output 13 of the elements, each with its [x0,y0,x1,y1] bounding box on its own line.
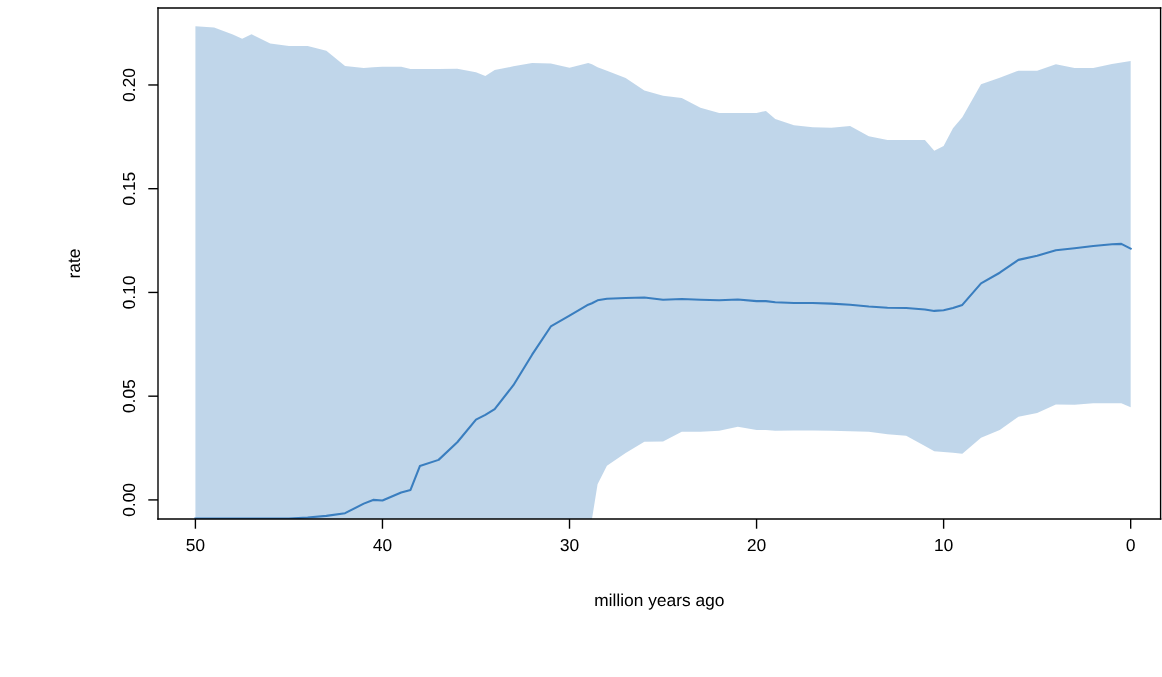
y-axis-title: rate [68,249,81,278]
x-tick-label: 10 [935,538,953,552]
x-tick-label: 50 [186,538,205,552]
x-tick-label: 30 [560,538,579,552]
x-tick-label: 0 [1126,538,1135,552]
y-tick-label: 0.05 [122,380,136,413]
y-tick-label: 0.00 [122,483,136,517]
y-tick-label: 0.15 [122,172,136,205]
x-axis-title: million years ago [595,593,724,610]
x-tick-label: 40 [373,538,392,552]
x-tick-label: 20 [747,538,766,552]
y-tick-label: 0.10 [122,276,136,309]
y-tick-label: 0.20 [122,68,136,102]
